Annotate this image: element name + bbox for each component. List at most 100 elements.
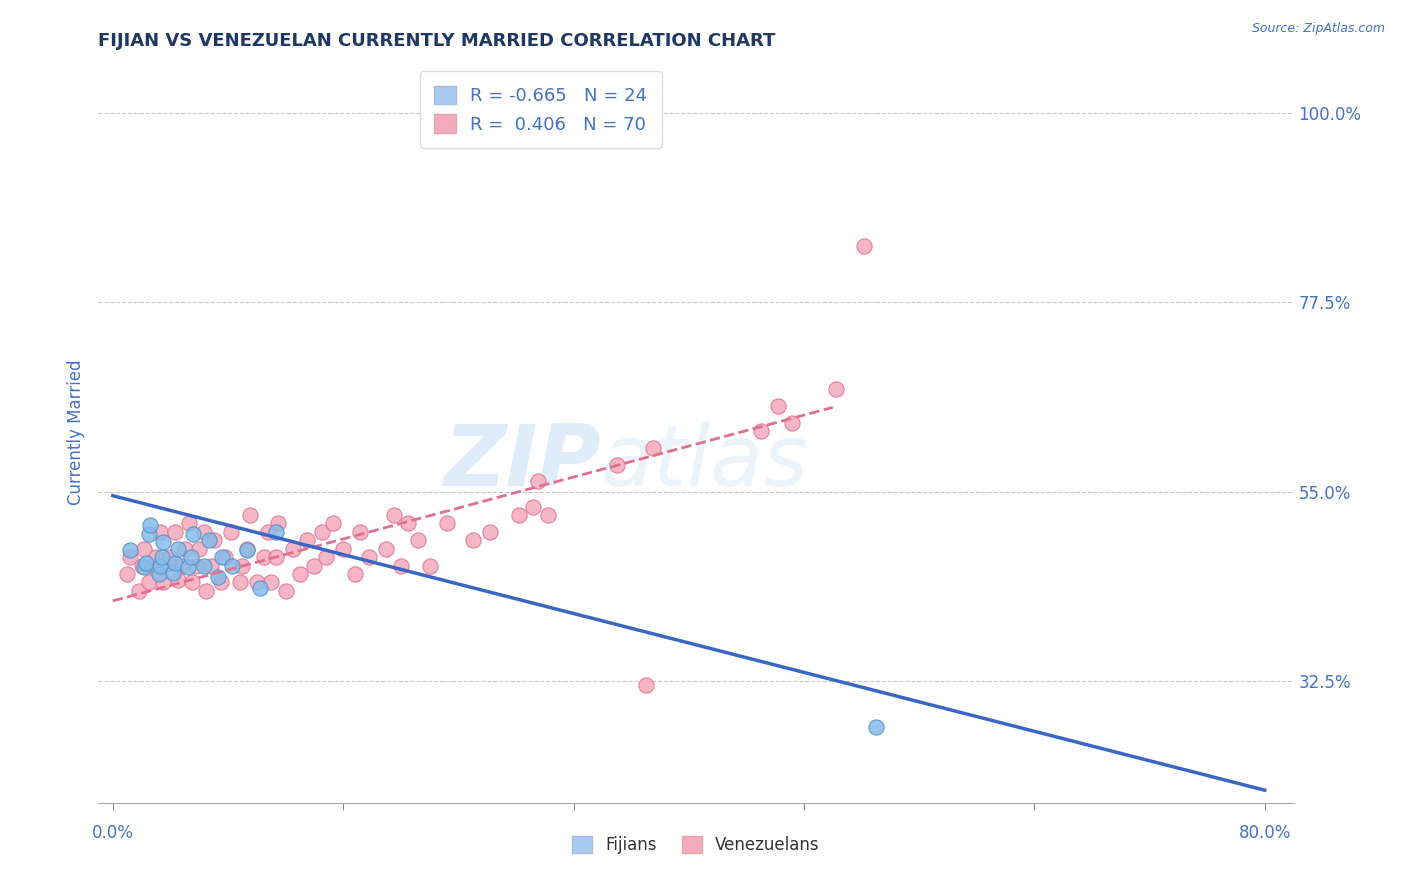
Point: [198, 533, 221, 548]
Point: [782, 416, 804, 430]
Point: [139, 518, 162, 533]
Point: [120, 543, 142, 558]
Text: Source: ZipAtlas.com: Source: ZipAtlas.com: [1251, 22, 1385, 36]
Point: [149, 558, 172, 573]
Point: [142, 558, 165, 573]
Point: [235, 541, 257, 556]
Point: [288, 566, 311, 581]
Point: [304, 558, 326, 573]
Point: [479, 524, 502, 539]
Point: [343, 566, 366, 581]
Text: FIJIAN VS VENEZUELAN CURRENTLY MARRIED CORRELATION CHART: FIJIAN VS VENEZUELAN CURRENTLY MARRIED C…: [98, 32, 776, 50]
Point: [537, 508, 560, 522]
Point: [193, 524, 215, 539]
Point: [526, 475, 548, 489]
Point: [148, 566, 170, 581]
Point: [315, 550, 337, 565]
Point: [311, 524, 333, 539]
Point: [375, 541, 398, 556]
Point: [138, 575, 160, 590]
Point: [156, 556, 179, 570]
Point: [115, 566, 138, 581]
Point: [766, 399, 789, 413]
Point: [221, 558, 243, 573]
Text: ZIP: ZIP: [443, 421, 600, 504]
Point: [163, 556, 186, 570]
Point: [152, 575, 174, 590]
Point: [249, 581, 271, 595]
Point: [235, 543, 257, 558]
Point: [128, 583, 150, 598]
Point: [219, 524, 242, 539]
Point: [246, 575, 269, 590]
Point: [461, 533, 484, 548]
Point: [207, 570, 229, 584]
Point: [267, 516, 290, 531]
Point: [186, 558, 208, 573]
Point: [231, 558, 253, 573]
Point: [824, 382, 846, 396]
Point: [188, 541, 211, 556]
Point: [865, 720, 887, 734]
Point: [162, 566, 184, 581]
Point: [183, 526, 205, 541]
Point: [134, 560, 156, 574]
Point: [359, 550, 381, 565]
Point: [131, 558, 153, 573]
Point: [274, 583, 297, 598]
Point: [166, 541, 188, 556]
Point: [150, 550, 173, 565]
Point: [173, 541, 195, 556]
Point: [200, 558, 222, 573]
Point: [239, 508, 262, 522]
Point: [181, 575, 204, 590]
Point: [264, 524, 287, 539]
Point: [152, 535, 174, 549]
Text: 80.0%: 80.0%: [1239, 824, 1291, 842]
Point: [396, 516, 419, 531]
Point: [389, 558, 412, 573]
Point: [163, 524, 186, 539]
Point: [135, 556, 157, 570]
Point: [406, 533, 429, 548]
Point: [176, 560, 198, 574]
Point: [419, 558, 441, 573]
Point: [138, 526, 160, 541]
Point: [606, 458, 628, 472]
Point: [508, 508, 530, 522]
Point: [322, 516, 344, 531]
Point: [257, 524, 280, 539]
Point: [853, 239, 876, 253]
Point: [134, 541, 156, 556]
Point: [522, 500, 544, 514]
Point: [211, 550, 233, 565]
Point: [120, 550, 142, 565]
Point: [749, 424, 772, 438]
Point: [180, 550, 202, 565]
Text: atlas: atlas: [600, 421, 808, 504]
Point: [209, 575, 232, 590]
Point: [214, 550, 236, 565]
Point: [382, 508, 405, 522]
Point: [149, 524, 172, 539]
Point: [253, 550, 276, 565]
Point: [264, 550, 287, 565]
Point: [228, 575, 250, 590]
Point: [332, 541, 354, 556]
Point: [260, 575, 283, 590]
Point: [641, 441, 664, 455]
Point: [436, 516, 458, 531]
Point: [145, 550, 167, 565]
Legend: Fijians, Venezuelans: Fijians, Venezuelans: [565, 830, 827, 861]
Point: [166, 573, 188, 587]
Point: [195, 583, 218, 598]
Point: [349, 524, 371, 539]
Point: [295, 533, 318, 548]
Point: [170, 558, 193, 573]
Point: [281, 541, 304, 556]
Point: [159, 550, 181, 565]
Point: [202, 533, 225, 548]
Point: [179, 516, 201, 531]
Point: [193, 558, 215, 573]
Point: [634, 678, 657, 692]
